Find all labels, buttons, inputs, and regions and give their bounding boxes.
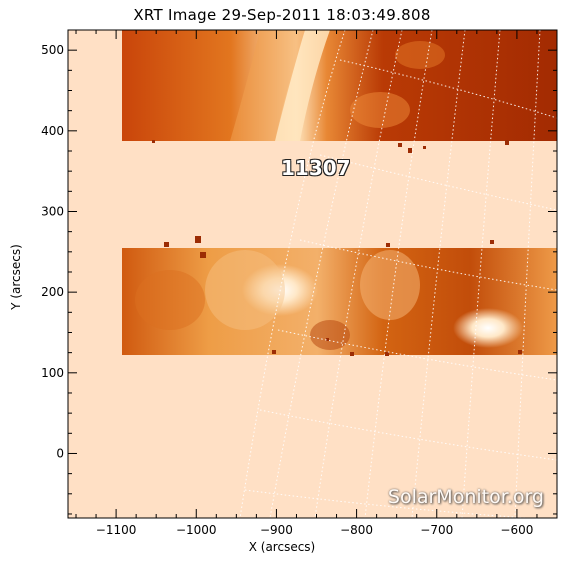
tick-label: −700 [420,523,453,537]
watermark: SolarMonitor.org [387,486,544,508]
dark-specks [152,140,522,356]
y-axis-label: Y (arcsecs) [9,244,23,310]
x-axis-label: X (arcsecs) [248,540,316,554]
image-strip-top [122,30,557,141]
image-title: XRT Image 29-Sep-2011 18:03:49.808 [133,6,431,24]
tick-label: −800 [340,523,373,537]
active-region-label: 11307 [281,156,351,180]
plot-frame [67,29,558,519]
dark-patch [310,320,350,350]
y-axis-ticks: 0 100 200 300 400 500 [41,29,557,515]
tick-label: 0 [56,446,64,460]
tick-label: −1100 [96,523,137,537]
tick-label: 500 [41,43,64,57]
active-region-halo [205,250,285,330]
top-loop-bright-2 [395,41,445,69]
solar-limb-bright [275,30,330,141]
bright-loops-left [135,270,205,330]
x-axis-ticks: −1100 −1000 −900 −800 −700 −600 [75,30,558,537]
tick-label: 100 [41,366,64,380]
heliographic-grid [239,30,557,518]
bright-loops-mid [360,250,420,320]
tick-label: 300 [41,204,64,218]
tick-label: 400 [41,124,64,138]
active-region-right [453,308,523,348]
top-loop-bright [350,92,410,128]
tick-label: −1000 [176,523,217,537]
limb-glow [230,30,305,141]
tick-label: 200 [41,285,64,299]
tick-label: −900 [260,523,293,537]
tick-label: −600 [500,523,533,537]
